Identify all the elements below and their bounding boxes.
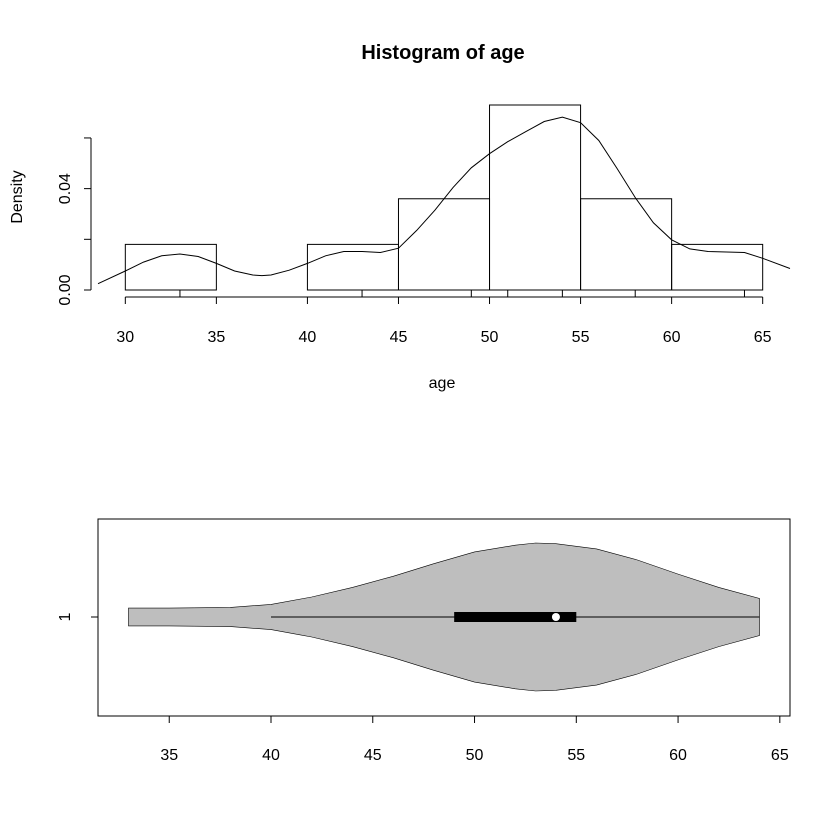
violin-x-tick-label-4: 55	[567, 747, 585, 764]
violin-x-tick-label-1: 40	[262, 747, 280, 764]
histogram-x-tick-label-2: 40	[299, 329, 317, 346]
histogram-x-axis: 30 35 40 45 50 55 60 65	[116, 290, 772, 346]
histogram-bars	[124, 104, 764, 291]
histogram-y-tick-label-0: 0.00	[57, 274, 74, 305]
violin-shape-layer	[128, 542, 760, 692]
histogram-panel: Histogram of age age Density 30 35 40 45 50 5…	[9, 42, 791, 392]
density-curve-layer	[97, 116, 791, 285]
histogram-bar-6	[671, 243, 764, 291]
histogram-y-tick-label-2: 0.04	[57, 173, 74, 204]
histogram-x-tick-label-0: 30	[116, 329, 134, 346]
histogram-x-tick-label-1: 35	[207, 329, 225, 346]
histogram-bar-3	[397, 198, 491, 291]
violin-x-tick-label-3: 50	[466, 747, 484, 764]
histogram-y-axis: 0.00 0.04	[57, 137, 92, 306]
histogram-bar-5	[580, 198, 673, 291]
histogram-x-axis-label: age	[429, 375, 456, 392]
violin-box	[454, 612, 577, 622]
histogram-x-tick-label-7: 65	[754, 329, 772, 346]
violin-x-axis: 35 40 45 50 55 60 65	[160, 716, 789, 764]
histogram-x-tick-label-5: 55	[572, 329, 590, 346]
histogram-x-tick-label-3: 45	[390, 329, 408, 346]
histogram-bar-0	[124, 243, 217, 291]
histogram-x-tick-label-4: 50	[481, 329, 499, 346]
violin-panel: 35 40 45 50 55 60 65 1	[57, 518, 791, 764]
histogram-bar-4	[489, 104, 582, 291]
violin-x-tick-label-2: 45	[364, 747, 382, 764]
histogram-x-tick-label-6: 60	[663, 329, 681, 346]
density-curve	[97, 116, 791, 285]
histogram-title: Histogram of age	[361, 42, 524, 64]
violin-category-label: 1	[57, 612, 74, 621]
violin-median-point	[551, 613, 560, 621]
violin-x-tick-label-5: 60	[669, 747, 687, 764]
violin-x-tick-label-6: 65	[771, 747, 789, 764]
violin-x-tick-label-0: 35	[160, 747, 178, 764]
violin-y-axis: 1	[57, 612, 98, 621]
histogram-y-axis-label: Density	[9, 170, 26, 223]
